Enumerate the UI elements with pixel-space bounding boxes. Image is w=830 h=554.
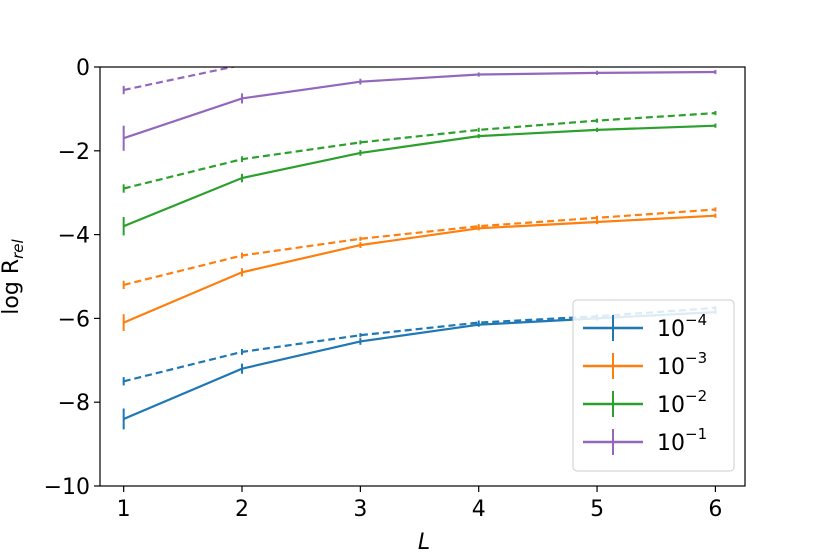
legend-label: 10−3 [657, 349, 707, 380]
x-tick-label: 1 [117, 497, 131, 522]
legend-label: 10−2 [657, 387, 707, 418]
x-tick-label: 6 [708, 497, 722, 522]
y-tick-label: −6 [58, 307, 90, 332]
x-axis-label: L [418, 530, 430, 554]
legend-label-base: 10 [657, 431, 685, 456]
y-axis-label-main: log R [0, 259, 24, 315]
series-line-dashed-3 [123, 112, 716, 190]
ticks-layer: 1 2 3 4 5 6 0 −2 −4 −6 −8 −10 [44, 56, 723, 522]
series-line-solid-2 [123, 214, 716, 324]
series-line-dashed-4 [123, 67, 238, 92]
plot-frame [99, 66, 746, 487]
legend-label-exponent: −2 [685, 387, 707, 405]
legend-box [572, 299, 735, 472]
y-tick-label: −10 [44, 475, 90, 500]
y-tick-label: −2 [58, 140, 90, 165]
y-tick-label: 0 [76, 56, 90, 81]
legend-label-exponent: −3 [685, 349, 707, 367]
legend-label-base: 10 [657, 317, 685, 342]
x-tick-label: 2 [235, 497, 249, 522]
y-axis-label-sub: rel [9, 238, 27, 258]
series-line-solid-4 [123, 70, 716, 140]
y-tick-label: −8 [58, 391, 90, 416]
y-tick-label: −4 [58, 224, 90, 249]
legend-label-base: 10 [657, 355, 685, 380]
y-axis-label: log Rrel [0, 238, 27, 314]
legend-label-exponent: −4 [685, 311, 707, 329]
legend: 10−410−310−210−1 [572, 299, 735, 472]
x-tick-label: 5 [590, 497, 604, 522]
x-tick-label: 3 [353, 497, 367, 522]
series-line-solid-3 [123, 124, 716, 228]
legend-label: 10−1 [657, 425, 707, 456]
legend-label: 10−4 [657, 311, 707, 342]
legend-label-exponent: −1 [685, 425, 707, 443]
legend-label-base: 10 [657, 393, 685, 418]
series-line-dashed-2 [123, 208, 716, 286]
x-tick-label: 4 [472, 497, 486, 522]
